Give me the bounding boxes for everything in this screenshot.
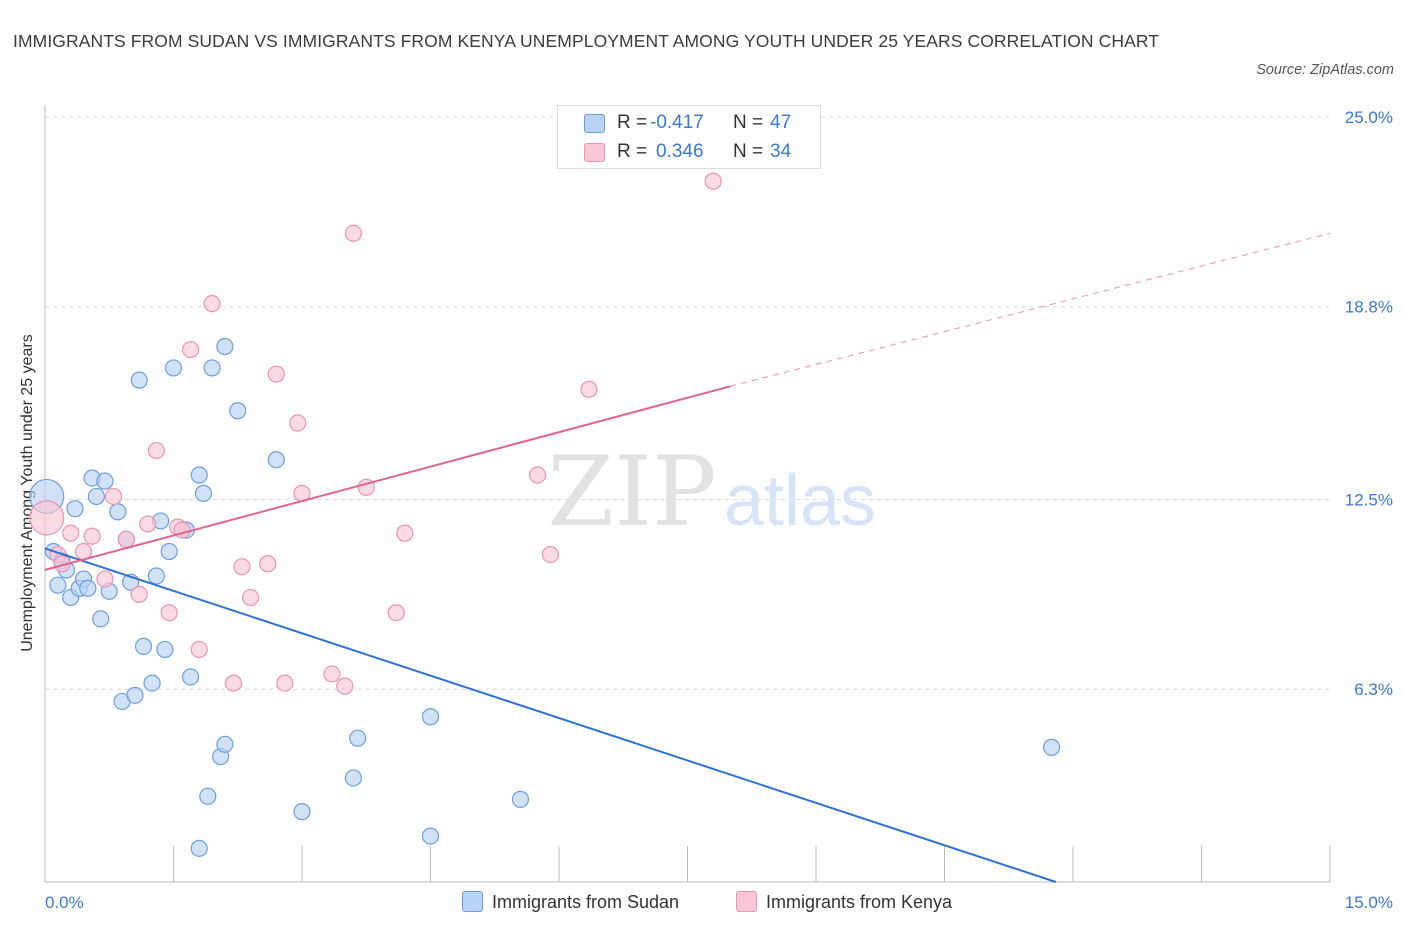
y-tick-label: 25.0% bbox=[1345, 108, 1393, 127]
kenya-point bbox=[62, 524, 80, 542]
kenya-legend-label: Immigrants from Kenya bbox=[766, 892, 953, 912]
kenya-n-value: 34 bbox=[770, 141, 792, 162]
kenya-legend-swatch bbox=[736, 891, 757, 912]
kenya-point bbox=[267, 365, 285, 383]
sudan-point bbox=[66, 500, 84, 518]
sudan-point bbox=[511, 790, 530, 808]
sudan-point bbox=[203, 359, 221, 377]
source-label: Source: ZipAtlas.com bbox=[1256, 62, 1394, 78]
kenya-point bbox=[276, 674, 294, 692]
kenya-point bbox=[203, 295, 221, 313]
sudan-point bbox=[349, 729, 367, 747]
sudan-point bbox=[147, 567, 165, 585]
kenya-point bbox=[259, 555, 277, 573]
kenya-point bbox=[336, 677, 354, 695]
watermark-zip: ZIP bbox=[547, 436, 716, 548]
kenya-trend-line bbox=[44, 385, 731, 571]
kenya-point bbox=[387, 604, 405, 622]
sudan-point bbox=[96, 472, 114, 490]
y-tick-label: 18.8% bbox=[1345, 298, 1393, 317]
kenya-point bbox=[29, 500, 65, 536]
sudan-point bbox=[190, 466, 208, 484]
chart-title: IMMIGRANTS FROM SUDAN VS IMMIGRANTS FROM… bbox=[13, 31, 1160, 51]
kenya-point bbox=[139, 515, 157, 533]
sudan-legend-label: Immigrants from Sudan bbox=[492, 892, 680, 912]
bottom-legend-sudan: Immigrants from Sudan bbox=[462, 889, 679, 915]
sudan-point bbox=[1042, 738, 1061, 756]
kenya-trend-extension bbox=[730, 232, 1331, 387]
kenya-point bbox=[323, 665, 341, 683]
kenya-point bbox=[704, 172, 722, 190]
kenya-point bbox=[190, 640, 208, 659]
kenya-point bbox=[173, 521, 191, 539]
sudan-n-label: N = bbox=[733, 112, 764, 133]
kenya-r-label: R = bbox=[617, 141, 648, 162]
sudan-point bbox=[199, 787, 217, 805]
kenya-point bbox=[580, 380, 598, 398]
sudan-point bbox=[421, 708, 440, 726]
kenya-r-value: 0.346 bbox=[656, 141, 704, 162]
kenya-point bbox=[83, 527, 101, 545]
sudan-point bbox=[160, 542, 178, 561]
kenya-swatch bbox=[584, 143, 605, 162]
sudan-r-value: -0.417 bbox=[650, 112, 704, 133]
x-tick-label-min: 0.0% bbox=[45, 893, 84, 912]
sudan-point bbox=[156, 640, 174, 659]
sudan-point bbox=[109, 503, 127, 521]
kenya-point bbox=[242, 588, 260, 607]
sudan-point bbox=[49, 576, 67, 594]
sudan-point bbox=[216, 337, 234, 356]
kenya-point bbox=[289, 414, 307, 432]
sudan-point bbox=[216, 735, 234, 753]
sudan-point bbox=[194, 484, 213, 502]
sudan-swatch bbox=[584, 114, 605, 133]
sudan-point bbox=[229, 402, 247, 420]
sudan-point bbox=[267, 451, 285, 469]
kenya-point bbox=[344, 224, 362, 242]
correlation-legend: R = -0.417 N = 47 R = 0.346 N = 34 bbox=[557, 105, 821, 169]
sudan-legend-swatch bbox=[462, 891, 483, 912]
sudan-point bbox=[190, 839, 208, 857]
sudan-point bbox=[92, 610, 110, 628]
bottom-legend-kenya: Immigrants from Kenya bbox=[736, 889, 952, 915]
sudan-trend-line bbox=[44, 547, 1057, 883]
kenya-point bbox=[233, 558, 251, 576]
kenya-point bbox=[224, 674, 243, 692]
kenya-point bbox=[147, 441, 165, 460]
kenya-point bbox=[104, 487, 123, 506]
kenya-point bbox=[396, 524, 414, 542]
kenya-point bbox=[182, 340, 200, 359]
kenya-point bbox=[130, 585, 148, 603]
sudan-point bbox=[143, 674, 161, 692]
sudan-point bbox=[182, 668, 200, 686]
kenya-point bbox=[160, 604, 178, 622]
kenya-n-label: N = bbox=[733, 141, 764, 162]
x-tick-label-max: 15.0% bbox=[1345, 893, 1393, 912]
kenya-point bbox=[528, 466, 547, 484]
kenya-point bbox=[117, 530, 135, 548]
sudan-point bbox=[421, 827, 440, 845]
sudan-n-value: 47 bbox=[770, 112, 792, 133]
sudan-point bbox=[126, 686, 144, 704]
sudan-point bbox=[79, 579, 97, 597]
sudan-r-label: R = bbox=[617, 112, 648, 133]
sudan-point bbox=[87, 487, 106, 506]
sudan-point bbox=[134, 637, 153, 655]
sudan-point bbox=[344, 769, 362, 787]
sudan-point bbox=[130, 371, 148, 389]
sudan-point bbox=[164, 359, 183, 377]
sudan-point bbox=[293, 803, 311, 821]
kenya-point bbox=[541, 545, 560, 564]
y-tick-label: 12.5% bbox=[1345, 491, 1393, 510]
y-tick-label: 6.3% bbox=[1354, 680, 1393, 699]
kenya-point bbox=[96, 570, 114, 588]
watermark-atlas: atlas bbox=[724, 461, 876, 541]
